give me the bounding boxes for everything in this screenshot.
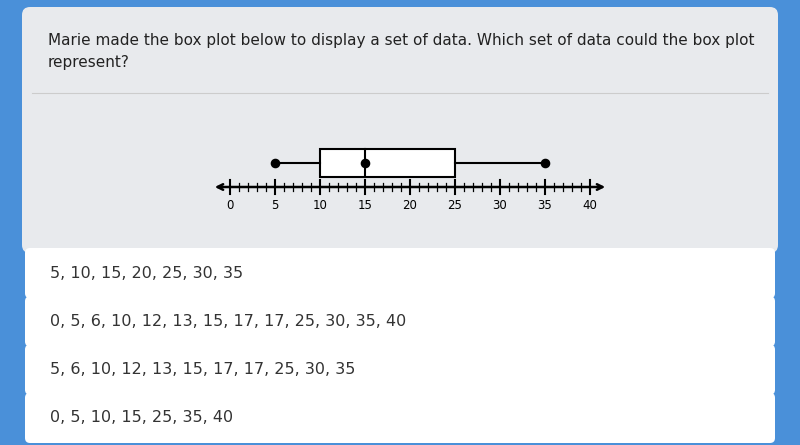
Text: 5, 6, 10, 12, 13, 15, 17, 17, 25, 30, 35: 5, 6, 10, 12, 13, 15, 17, 17, 25, 30, 35 [50, 362, 355, 377]
FancyBboxPatch shape [22, 7, 778, 253]
Text: 0: 0 [226, 199, 234, 212]
Point [538, 159, 551, 166]
Text: 40: 40 [582, 199, 598, 212]
FancyBboxPatch shape [25, 393, 775, 443]
Text: Marie made the box plot below to display a set of data. Which set of data could : Marie made the box plot below to display… [48, 33, 754, 69]
Text: 30: 30 [493, 199, 507, 212]
Text: 0, 5, 6, 10, 12, 13, 15, 17, 17, 25, 30, 35, 40: 0, 5, 6, 10, 12, 13, 15, 17, 17, 25, 30,… [50, 314, 406, 329]
Text: 10: 10 [313, 199, 327, 212]
FancyBboxPatch shape [25, 296, 775, 347]
Text: 15: 15 [358, 199, 373, 212]
Text: 0, 5, 10, 15, 25, 35, 40: 0, 5, 10, 15, 25, 35, 40 [50, 410, 233, 425]
Point [358, 159, 371, 166]
FancyBboxPatch shape [25, 248, 775, 298]
Text: 20: 20 [402, 199, 418, 212]
Point [269, 159, 282, 166]
Text: 5: 5 [271, 199, 278, 212]
Text: 35: 35 [538, 199, 552, 212]
FancyBboxPatch shape [320, 149, 455, 177]
Text: 5, 10, 15, 20, 25, 30, 35: 5, 10, 15, 20, 25, 30, 35 [50, 266, 243, 281]
Text: 25: 25 [447, 199, 462, 212]
FancyBboxPatch shape [25, 344, 775, 395]
